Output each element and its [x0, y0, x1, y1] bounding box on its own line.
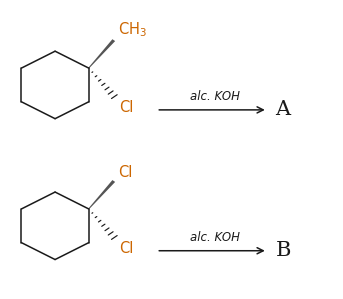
Text: alc. KOH: alc. KOH	[190, 90, 239, 103]
Text: Cl: Cl	[120, 241, 134, 256]
Polygon shape	[88, 180, 115, 209]
Text: B: B	[275, 241, 291, 260]
Text: alc. KOH: alc. KOH	[190, 231, 239, 244]
Text: CH$_3$: CH$_3$	[118, 20, 147, 39]
Polygon shape	[88, 39, 115, 68]
Text: A: A	[275, 100, 291, 119]
Text: Cl: Cl	[120, 100, 134, 115]
Text: Cl: Cl	[118, 164, 132, 179]
